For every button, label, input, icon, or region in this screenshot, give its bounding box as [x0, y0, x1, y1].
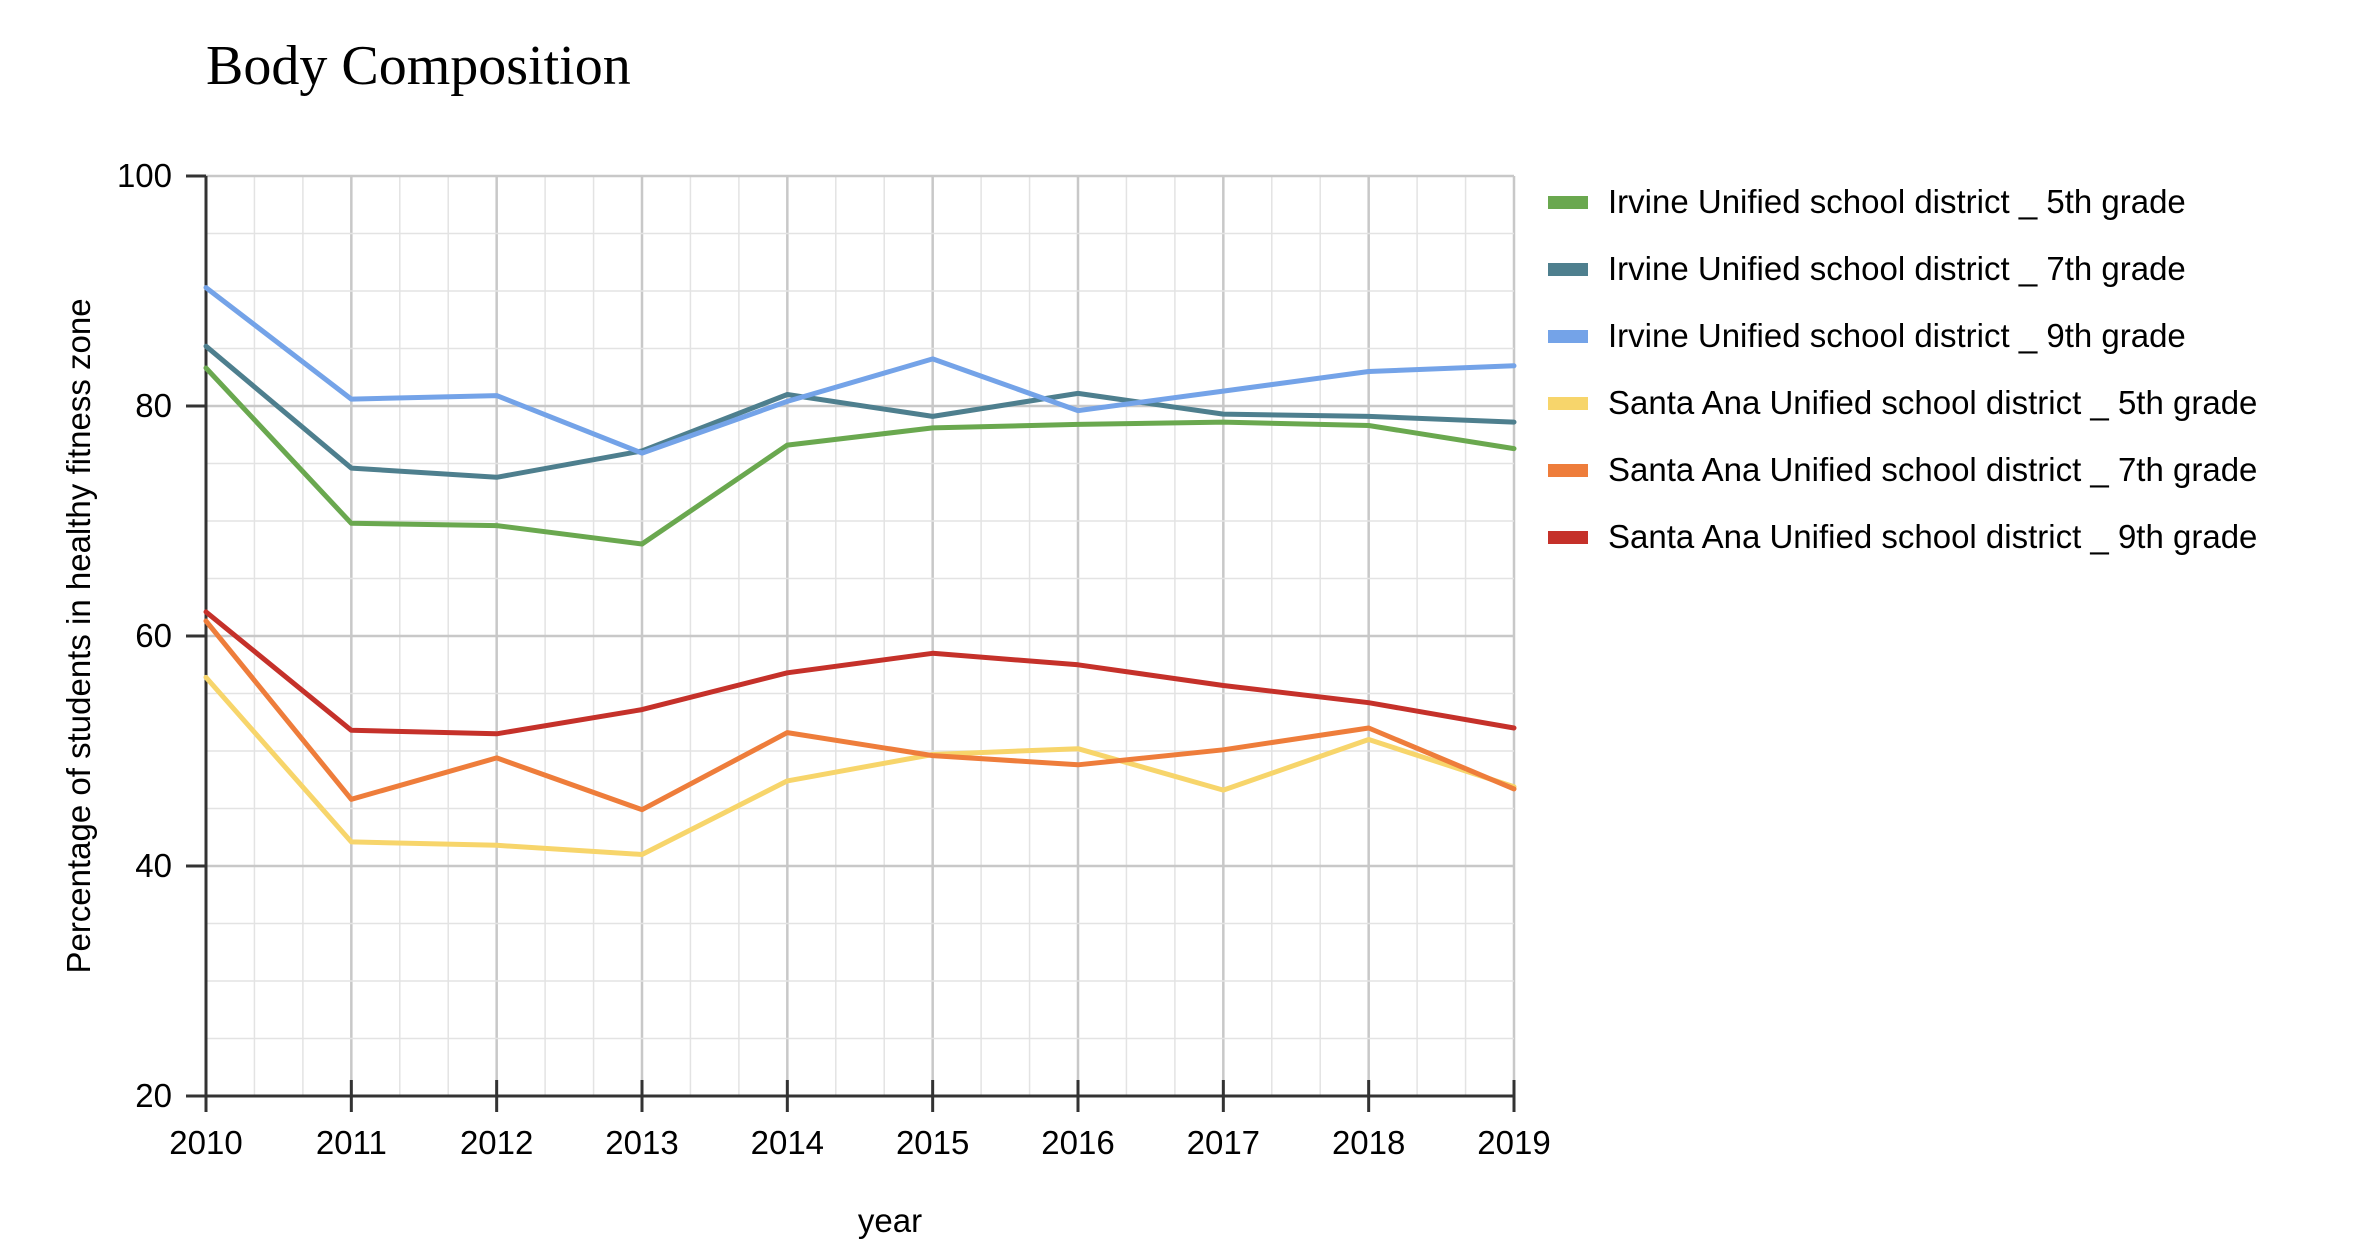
y-tick-label: 40: [135, 847, 172, 884]
legend-item[interactable]: Santa Ana Unified school district _ 7th …: [1548, 451, 2257, 488]
legend-swatch: [1548, 531, 1588, 544]
x-tick-label: 2010: [169, 1124, 242, 1161]
x-tick-label: 2018: [1332, 1124, 1405, 1161]
series-line-3[interactable]: [203, 285, 1517, 456]
axes: [186, 174, 1516, 1112]
x-tick-label: 2014: [751, 1124, 824, 1161]
legend-swatch: [1548, 196, 1588, 209]
legend-label: Irvine Unified school district _ 5th gra…: [1608, 183, 2186, 220]
legend-label: Santa Ana Unified school district _ 9th …: [1608, 518, 2257, 555]
legend-label: Irvine Unified school district _ 7th gra…: [1608, 250, 2186, 287]
series-line-2[interactable]: [203, 343, 1517, 480]
x-tick-label: 2013: [605, 1124, 678, 1161]
series-line-1[interactable]: [203, 365, 1517, 547]
legend-item[interactable]: Santa Ana Unified school district _ 9th …: [1548, 518, 2257, 555]
tick-labels: 20 40 60 80 100 2010 2011 2012 2013 2014 2015 2016 2…: [117, 157, 1551, 1161]
legend[interactable]: Irvine Unified school district _ 5th gra…: [1548, 183, 2257, 555]
legend-item[interactable]: Irvine Unified school district _ 5th gra…: [1548, 183, 2186, 220]
x-tick-label: 2019: [1477, 1124, 1550, 1161]
legend-swatch: [1548, 464, 1588, 477]
x-tick-label: 2016: [1041, 1124, 1114, 1161]
x-tick-label: 2017: [1187, 1124, 1260, 1161]
y-tick-label: 80: [135, 387, 172, 424]
y-axis-title: Percentage of students in healthy fitnes…: [60, 298, 97, 973]
legend-label: Santa Ana Unified school district _ 7th …: [1608, 451, 2257, 488]
x-axis-title: year: [858, 1202, 922, 1239]
gridlines: [204, 174, 1516, 1098]
series-line-5[interactable]: [203, 618, 1517, 813]
chart-title: Body Composition: [206, 35, 631, 97]
series-lines: [203, 285, 1517, 857]
x-tick-label: 2012: [460, 1124, 533, 1161]
y-tick-label: 100: [117, 157, 172, 194]
legend-item[interactable]: Irvine Unified school district _ 7th gra…: [1548, 250, 2186, 287]
y-tick-label: 20: [135, 1077, 172, 1114]
x-tick-label: 2011: [316, 1124, 387, 1161]
x-tick-label: 2015: [896, 1124, 969, 1161]
legend-item[interactable]: Santa Ana Unified school district _ 5th …: [1548, 384, 2257, 421]
series-line-4[interactable]: [203, 674, 1517, 857]
legend-swatch: [1548, 330, 1588, 343]
y-tick-label: 60: [135, 617, 172, 654]
legend-swatch: [1548, 263, 1588, 276]
series-line-6[interactable]: [203, 609, 1517, 737]
legend-label: Irvine Unified school district _ 9th gra…: [1608, 317, 2186, 354]
legend-item[interactable]: Irvine Unified school district _ 9th gra…: [1548, 317, 2186, 354]
legend-swatch: [1548, 397, 1588, 410]
legend-label: Santa Ana Unified school district _ 5th …: [1608, 384, 2257, 421]
